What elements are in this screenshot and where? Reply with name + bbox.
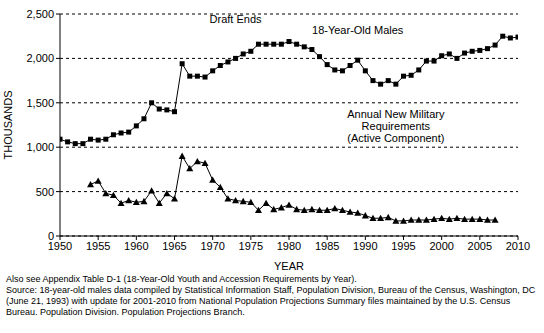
svg-text:1985: 1985 (315, 240, 339, 252)
svg-text:2,000: 2,000 (26, 52, 54, 64)
svg-text:1990: 1990 (353, 240, 377, 252)
svg-text:Draft Ends: Draft Ends (210, 13, 262, 25)
svg-text:0: 0 (48, 230, 54, 242)
svg-text:1,500: 1,500 (26, 97, 54, 109)
html-text:Source: 18-year-old males data: Source: 18-year-old males data compiled … (6, 285, 536, 317)
svg-text:Annual New MilitaryRequirement: Annual New MilitaryRequirements(Active C… (347, 108, 445, 144)
svg-text:1995: 1995 (391, 240, 415, 252)
svg-text:1960: 1960 (124, 240, 148, 252)
svg-text:1980: 1980 (277, 240, 301, 252)
svg-text:500: 500 (36, 186, 54, 198)
svg-text:THOUSANDS: THOUSANDS (8, 90, 14, 159)
svg-text:18-Year-Old Males: 18-Year-Old Males (312, 24, 404, 36)
svg-text:2005: 2005 (468, 240, 492, 252)
svg-text:2000: 2000 (429, 240, 453, 252)
svg-text:1,000: 1,000 (26, 141, 54, 153)
svg-text:2010: 2010 (506, 240, 530, 252)
svg-text:1965: 1965 (162, 240, 186, 252)
svg-text:2,500: 2,500 (26, 8, 54, 20)
svg-text:1955: 1955 (86, 240, 110, 252)
svg-text:YEAR: YEAR (274, 260, 304, 272)
svg-text:1950: 1950 (47, 239, 73, 252)
svg-text:1970: 1970 (200, 240, 224, 252)
html-text:Also see Appendix Table D-1 (1: Also see Appendix Table D-1 (18-Year-Old… (6, 274, 357, 284)
svg-text:1975: 1975 (239, 240, 263, 252)
